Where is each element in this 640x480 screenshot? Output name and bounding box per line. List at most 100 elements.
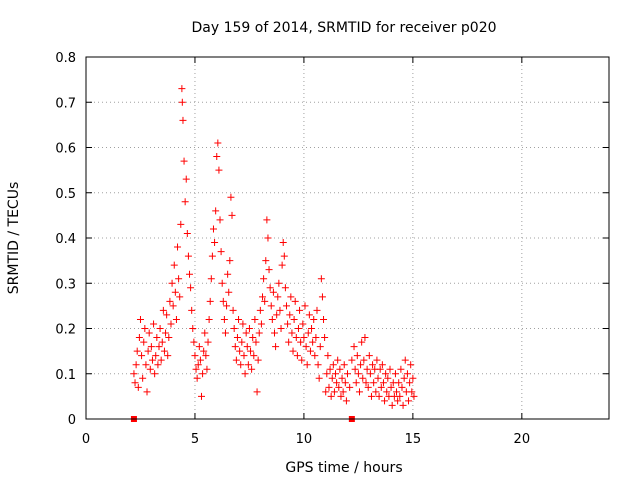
data-point — [131, 379, 139, 387]
data-point — [213, 153, 221, 161]
grid-lines — [86, 57, 609, 419]
data-point — [199, 370, 207, 378]
data-point — [391, 370, 399, 378]
data-point — [249, 334, 257, 342]
data-point — [192, 365, 200, 373]
data-point — [360, 356, 368, 364]
data-point — [330, 388, 338, 396]
data-point — [375, 392, 383, 400]
x-axis-ticks: 0 5 10 15 20 — [82, 57, 530, 447]
data-point — [278, 261, 286, 269]
data-point — [339, 388, 347, 396]
data-point — [190, 338, 198, 346]
data-point — [200, 347, 208, 355]
data-point — [174, 243, 182, 251]
data-point — [277, 325, 285, 332]
data-point — [216, 216, 224, 224]
data-point — [151, 370, 159, 378]
data-point — [226, 257, 234, 265]
data-point — [344, 370, 351, 378]
data-point — [326, 365, 334, 373]
data-point — [178, 98, 186, 106]
data-point — [171, 288, 179, 296]
data-point — [191, 352, 199, 360]
y-tick-label: 0.2 — [55, 323, 76, 338]
data-point — [381, 397, 389, 405]
data-point — [182, 175, 190, 183]
data-point — [256, 306, 264, 314]
data-point — [289, 347, 297, 355]
data-point — [254, 356, 262, 364]
data-point — [259, 293, 267, 301]
data-point — [197, 392, 205, 400]
data-point — [214, 139, 222, 147]
data-point — [166, 297, 174, 305]
y-tick-label: 0.8 — [55, 51, 76, 66]
x-tick-label: 10 — [296, 432, 313, 447]
data-point — [410, 392, 418, 400]
data-point — [138, 352, 146, 360]
data-point — [291, 297, 299, 305]
data-point — [195, 343, 203, 351]
data-point — [388, 401, 396, 409]
data-point — [285, 338, 293, 346]
data-point — [294, 325, 302, 332]
data-point — [133, 347, 141, 355]
data-point — [351, 365, 359, 373]
data-point — [260, 275, 268, 283]
data-point — [348, 356, 356, 364]
data-point — [202, 352, 210, 360]
data-point — [280, 252, 288, 260]
data-point — [248, 365, 256, 373]
data-point — [357, 361, 365, 369]
data-point — [136, 315, 144, 323]
data-point — [252, 338, 260, 346]
data-point — [300, 334, 308, 342]
data-point — [220, 315, 228, 323]
data-point — [221, 329, 229, 337]
data-point — [227, 193, 235, 201]
data-point — [382, 370, 390, 378]
x-tick-label: 15 — [405, 432, 422, 447]
data-point — [406, 379, 414, 387]
data-point — [187, 284, 195, 292]
data-point — [183, 229, 191, 237]
data-point — [350, 343, 358, 351]
data-point — [352, 379, 360, 387]
plot-area-border — [85, 56, 610, 420]
data-point — [178, 85, 186, 93]
data-point — [359, 374, 367, 382]
data-point — [244, 361, 252, 369]
data-point — [272, 343, 280, 351]
data-point — [370, 379, 378, 387]
data-point — [297, 338, 305, 346]
x-tick-label: 20 — [514, 432, 531, 447]
data-point — [401, 356, 409, 364]
data-point — [242, 329, 250, 337]
data-point — [186, 270, 194, 278]
data-point — [353, 352, 361, 360]
data-point — [308, 325, 316, 332]
data-point — [132, 361, 140, 369]
data-point — [237, 361, 245, 369]
data-point — [332, 370, 340, 378]
data-point — [386, 365, 394, 373]
data-point — [263, 216, 271, 224]
data-point — [169, 302, 177, 310]
data-point — [239, 320, 247, 328]
data-point — [329, 361, 337, 369]
data-point — [168, 279, 176, 287]
data-point — [265, 266, 273, 274]
data-point — [340, 361, 348, 369]
data-point — [139, 374, 147, 382]
data-point — [377, 383, 385, 391]
data-point — [321, 334, 329, 342]
data-point — [152, 352, 160, 360]
data-point — [203, 365, 211, 373]
data-point — [162, 329, 170, 337]
data-point — [211, 239, 219, 247]
data-point — [394, 397, 402, 405]
data-point — [274, 293, 282, 301]
data-point — [238, 338, 246, 346]
data-point — [364, 383, 372, 391]
